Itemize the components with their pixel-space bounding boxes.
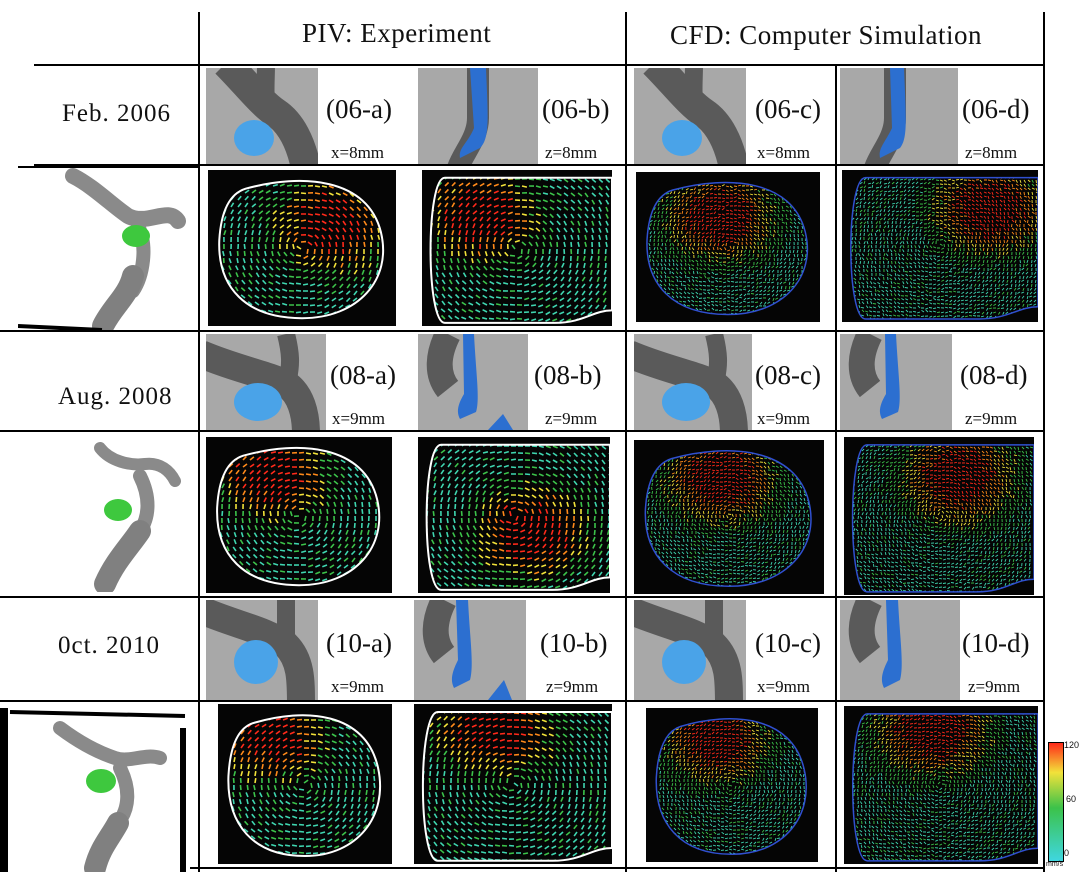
piv-velocity-field	[418, 437, 610, 593]
slice-distance: z=9mm	[545, 409, 598, 428]
cfd-header: CFD: Computer Simulation	[670, 20, 983, 50]
slice-reference-image	[206, 334, 326, 430]
slice-reference-image	[634, 68, 746, 164]
cfd-velocity-field	[634, 440, 824, 594]
cfd-velocity-field	[646, 708, 818, 862]
slice-distance: x=9mm	[757, 677, 811, 696]
cfd-velocity-field	[842, 170, 1038, 322]
velocity-field-svg	[850, 176, 1038, 320]
colorbar-max-label: 120	[1064, 740, 1080, 750]
piv-header: PIV: Experiment	[302, 18, 492, 48]
panel-label: (10-c)	[755, 628, 821, 658]
grid-line	[1043, 12, 1045, 872]
velocity-field-svg	[429, 176, 612, 324]
piv-velocity-field	[218, 704, 392, 864]
velocity-field-svg	[227, 714, 382, 858]
grid-line	[198, 12, 200, 872]
velocity-field-svg	[425, 443, 610, 591]
colorbar-min-label: 0	[1064, 848, 1070, 858]
slice-distance: z=8mm	[545, 143, 598, 162]
slice-distance: x=8mm	[757, 143, 811, 162]
slice-reference-image	[634, 600, 746, 700]
slice-distance: x=9mm	[332, 409, 386, 428]
grid-line	[0, 700, 1045, 702]
cfd-velocity-field	[844, 437, 1034, 595]
slice-distance: x=9mm	[331, 677, 385, 696]
velocity-field-svg	[644, 450, 812, 588]
panel-label: (06-a)	[326, 94, 392, 124]
grid-line	[0, 430, 1045, 432]
slice-distance: x=9mm	[757, 409, 811, 428]
velocity-field-svg	[851, 444, 1034, 593]
cfd-velocity-field	[844, 706, 1038, 864]
velocity-field-svg	[655, 718, 807, 856]
grid-line	[0, 330, 1045, 332]
colorbar-unit-label: mm/s	[1046, 861, 1064, 868]
grid-line	[625, 12, 627, 872]
cfd-velocity-field	[636, 172, 820, 322]
date-label: 0ct. 2010	[58, 632, 161, 659]
panel-label: (08-c)	[755, 360, 821, 390]
velocity-field-svg	[421, 711, 612, 862]
date-label: Aug. 2008	[58, 383, 173, 410]
panel-label: (06-c)	[755, 94, 821, 124]
panel-label: (10-d)	[962, 628, 1030, 658]
grid-line	[835, 64, 837, 872]
panel-label: (10-a)	[326, 628, 392, 658]
aneurysm-model-image	[0, 708, 190, 872]
slice-reference-image	[206, 68, 318, 164]
grid-line	[34, 64, 1045, 66]
panel-label: (06-b)	[542, 94, 610, 124]
slice-reference-image	[414, 600, 526, 700]
piv-velocity-field	[208, 170, 396, 326]
aneurysm-model-image	[60, 436, 194, 592]
panel-label: (08-d)	[960, 360, 1028, 390]
slice-reference-image	[840, 600, 960, 700]
slice-distance: x=8mm	[331, 143, 385, 162]
slice-reference-image	[840, 334, 952, 430]
panel-label: (08-b)	[534, 360, 602, 390]
grid-line	[0, 596, 1045, 598]
slice-distance: z=9mm	[546, 677, 599, 696]
slice-reference-image	[206, 600, 318, 700]
piv-velocity-field	[206, 437, 392, 593]
velocity-field-svg	[218, 180, 385, 320]
slice-reference-image	[840, 68, 958, 164]
grid-line	[0, 867, 1045, 869]
panel-label: (10-b)	[540, 628, 608, 658]
velocity-field-svg	[646, 181, 809, 316]
slice-distance: z=9mm	[965, 409, 1018, 428]
piv-velocity-field	[422, 170, 612, 326]
slice-reference-image	[418, 68, 538, 164]
piv-velocity-field	[414, 704, 612, 864]
slice-reference-image	[418, 334, 528, 430]
slice-distance: z=8mm	[965, 143, 1018, 162]
panel-label: (08-a)	[330, 360, 396, 390]
aneurysm-model-image	[18, 166, 198, 330]
velocity-colorbar	[1048, 742, 1064, 862]
panel-label: (06-d)	[962, 94, 1030, 124]
velocity-field-svg	[851, 713, 1038, 862]
grid-line	[34, 164, 1045, 166]
slice-distance: z=9mm	[968, 677, 1021, 696]
velocity-field-svg	[216, 447, 381, 587]
slice-reference-image	[634, 334, 752, 430]
date-label: Feb. 2006	[62, 100, 171, 127]
colorbar-mid-label: 60	[1066, 794, 1077, 804]
